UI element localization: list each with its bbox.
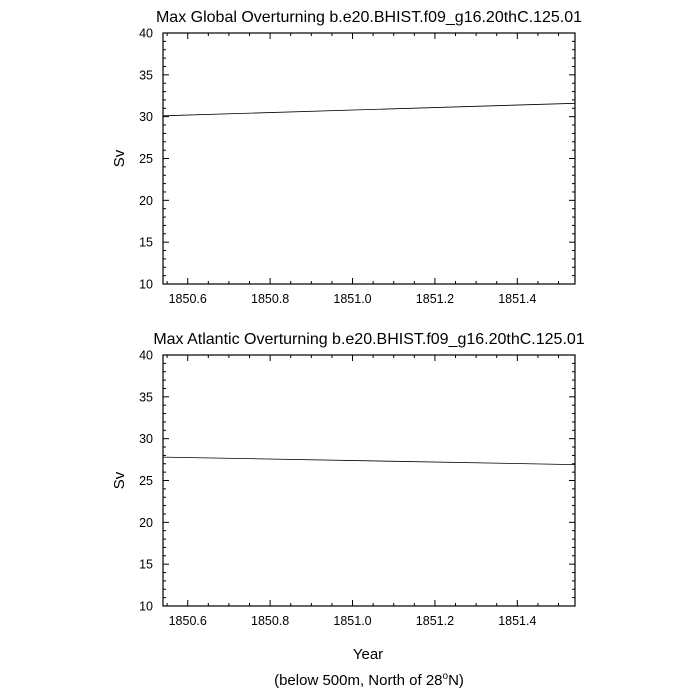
plot-frame xyxy=(162,32,576,285)
x-tick-label: 1851.2 xyxy=(416,292,454,306)
x-tick-label: 1851.4 xyxy=(498,292,536,306)
y-tick-label: 10 xyxy=(139,278,153,292)
series-line xyxy=(162,456,576,465)
y-tick-label: 35 xyxy=(139,68,153,82)
y-tick-label: 35 xyxy=(139,390,153,404)
y-tick-label: 20 xyxy=(139,516,153,530)
footer-degree: o xyxy=(443,671,449,682)
y-tick-label: 25 xyxy=(139,152,153,166)
x-tick-label: 1851.0 xyxy=(333,614,371,628)
y-tick-label: 40 xyxy=(139,27,153,41)
footer-prefix: (below 500m, North of 28 xyxy=(274,672,442,689)
y-tick-label: 30 xyxy=(139,432,153,446)
y-tick-label: 15 xyxy=(139,236,153,250)
y-tick-label: 30 xyxy=(139,110,153,124)
chart-title: Max Atlantic Overturning b.e20.BHIST.f09… xyxy=(153,331,584,348)
x-tick-label: 1850.8 xyxy=(251,292,289,306)
y-axis-label: Sv xyxy=(111,149,128,167)
atlantic-overturning-panel: Max Atlantic Overturning b.e20.BHIST.f09… xyxy=(111,331,585,663)
x-tick-label: 1850.8 xyxy=(251,614,289,628)
x-axis-label: Year xyxy=(353,646,383,663)
x-tick-label: 1850.6 xyxy=(169,292,207,306)
global-overturning-panel: Max Global Overturning b.e20.BHIST.f09_g… xyxy=(111,9,582,306)
x-tick-label: 1851.2 xyxy=(416,614,454,628)
chart-title: Max Global Overturning b.e20.BHIST.f09_g… xyxy=(156,9,582,26)
x-tick-label: 1851.4 xyxy=(498,614,536,628)
y-tick-label: 25 xyxy=(139,474,153,488)
y-tick-label: 40 xyxy=(139,349,153,363)
y-tick-label: 10 xyxy=(139,600,153,614)
series-line xyxy=(162,102,576,117)
plot-frame xyxy=(162,354,576,607)
x-tick-label: 1851.0 xyxy=(333,292,371,306)
footer-suffix: N) xyxy=(448,672,464,689)
y-tick-label: 15 xyxy=(139,558,153,572)
x-tick-label: 1850.6 xyxy=(169,614,207,628)
y-axis-label: Sv xyxy=(111,471,128,489)
footer-note: (below 500m, North of 28oN) xyxy=(274,671,464,689)
y-tick-label: 20 xyxy=(139,194,153,208)
